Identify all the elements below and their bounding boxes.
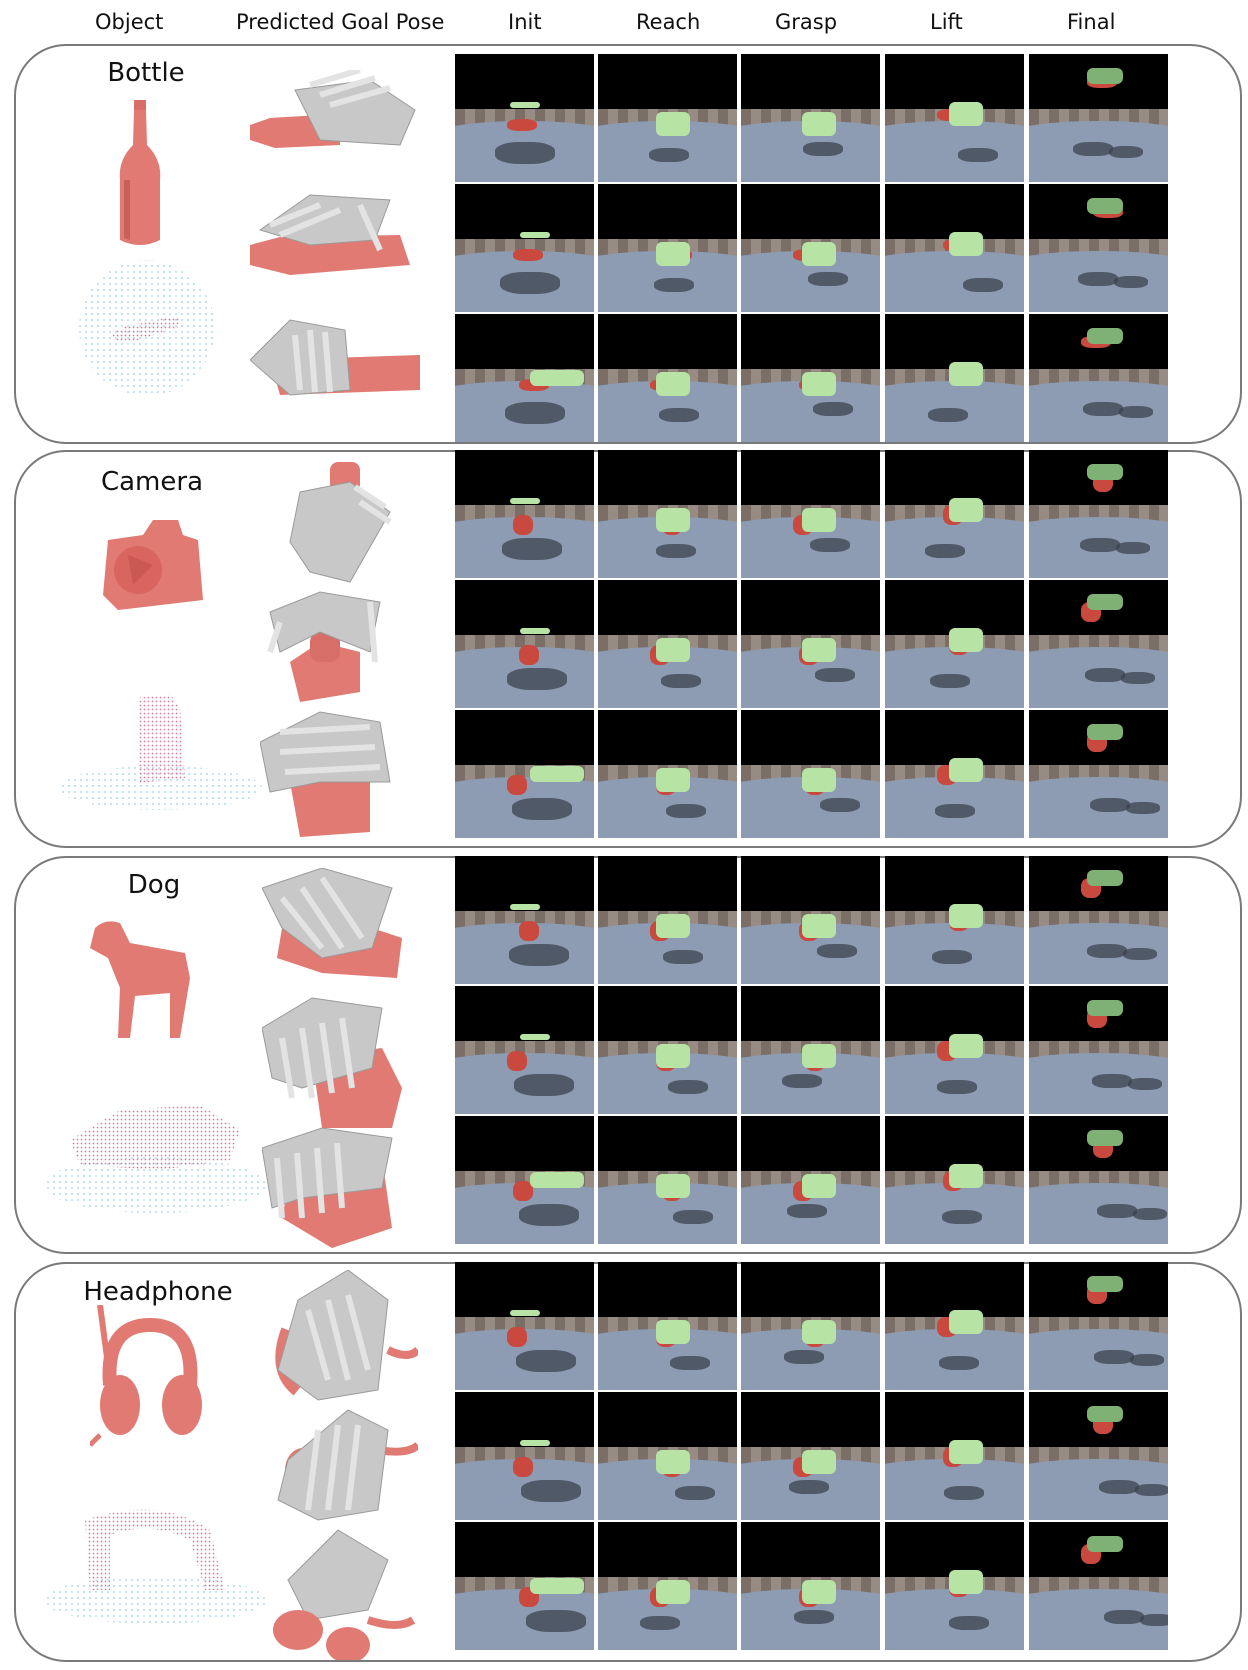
sim-frame-dog-2-lift [885, 986, 1024, 1114]
sim-frame-camera-1-lift [885, 450, 1024, 578]
sim-frame-dog-2-init [455, 986, 594, 1114]
sim-frame-headphone-3-init [455, 1522, 594, 1650]
sim-frame-camera-2-init [455, 580, 594, 708]
sim-frame-dog-3-init [455, 1116, 594, 1244]
camera-goal-pose-icon [260, 462, 392, 837]
sim-frame-camera-1-grasp [741, 450, 880, 578]
sim-frame-headphone-2-grasp [741, 1392, 880, 1520]
column-header-reach: Reach [636, 10, 701, 34]
sim-frame-headphone-2-init [455, 1392, 594, 1520]
column-header-final: Final [1067, 10, 1116, 34]
sim-frame-dog-2-reach [598, 986, 737, 1114]
sim-frame-bottle-1-init [455, 54, 594, 182]
sim-frame-bottle-3-reach [598, 314, 737, 442]
sim-frame-bottle-3-lift [885, 314, 1024, 442]
sim-frame-headphone-1-reach [598, 1262, 737, 1390]
sim-frame-dog-3-lift [885, 1116, 1024, 1244]
dog-point-cloud-icon [43, 1105, 267, 1213]
sim-frame-headphone-3-lift [885, 1522, 1024, 1650]
sim-frame-bottle-2-lift [885, 184, 1024, 312]
sim-frame-camera-1-final [1029, 450, 1168, 578]
headphone-goal-pose-icon [273, 1270, 418, 1660]
object-name-bottle: Bottle [107, 58, 185, 88]
sim-frame-bottle-3-final [1029, 314, 1168, 442]
object-name-headphone: Headphone [83, 1277, 233, 1307]
object-name-dog: Dog [127, 870, 181, 900]
sim-frame-camera-1-init [455, 450, 594, 578]
sim-frame-bottle-1-final [1029, 54, 1168, 182]
sim-frame-bottle-1-lift [885, 54, 1024, 182]
object-name-camera: Camera [100, 467, 204, 497]
sim-frame-bottle-3-grasp [741, 314, 880, 442]
dog-goal-pose-icon [262, 868, 402, 1248]
sim-frame-dog-3-final [1029, 1116, 1168, 1244]
sim-frame-camera-3-reach [598, 710, 737, 838]
column-header-lift: Lift [930, 10, 963, 34]
sim-frame-headphone-3-grasp [741, 1522, 880, 1650]
sim-frame-dog-1-init [455, 856, 594, 984]
column-header-object: Object [95, 10, 164, 34]
sim-frame-bottle-2-init [455, 184, 594, 312]
sim-frame-headphone-1-grasp [741, 1262, 880, 1390]
column-header-grasp: Grasp [775, 10, 838, 34]
sim-frame-camera-3-final [1029, 710, 1168, 838]
sim-frame-camera-3-init [455, 710, 594, 838]
sim-frame-bottle-1-grasp [741, 54, 880, 182]
sim-frame-dog-1-lift [885, 856, 1024, 984]
sim-frame-bottle-2-grasp [741, 184, 880, 312]
sim-frame-camera-2-grasp [741, 580, 880, 708]
sim-frame-camera-3-grasp [741, 710, 880, 838]
sim-frame-bottle-2-reach [598, 184, 737, 312]
sim-frame-dog-2-final [1029, 986, 1168, 1114]
sim-frame-headphone-1-final [1029, 1262, 1168, 1390]
group-bottle [14, 44, 1242, 444]
sim-frame-headphone-2-final [1029, 1392, 1168, 1520]
camera-point-cloud-icon [58, 694, 262, 810]
sim-frame-bottle-3-init [455, 314, 594, 442]
sim-frame-bottle-2-final [1029, 184, 1168, 312]
bottle-mesh-icon [119, 100, 161, 245]
sim-frame-dog-1-final [1029, 856, 1168, 984]
bottle-goal-pose-icon [250, 70, 420, 396]
headphone-mesh-icon [90, 1305, 202, 1447]
sim-frame-dog-1-grasp [741, 856, 880, 984]
sim-frame-camera-3-lift [885, 710, 1024, 838]
sim-frame-headphone-2-lift [885, 1392, 1024, 1520]
sim-frame-headphone-3-final [1029, 1522, 1168, 1650]
sim-frame-dog-1-reach [598, 856, 737, 984]
sim-frame-bottle-1-reach [598, 54, 737, 182]
sim-frame-dog-3-reach [598, 1116, 737, 1244]
sim-frame-dog-3-grasp [741, 1116, 880, 1244]
sim-frame-headphone-1-lift [885, 1262, 1024, 1390]
camera-mesh-icon [103, 520, 203, 610]
sim-frame-camera-2-lift [885, 580, 1024, 708]
dog-mesh-icon [90, 921, 190, 1038]
sim-frame-headphone-2-reach [598, 1392, 737, 1520]
sim-frame-headphone-3-reach [598, 1522, 737, 1650]
column-header-init: Init [508, 10, 542, 34]
sim-frame-dog-2-grasp [741, 986, 880, 1114]
sim-frame-camera-1-reach [598, 450, 737, 578]
bottle-point-cloud-icon [79, 260, 215, 396]
sim-frame-camera-2-reach [598, 580, 737, 708]
sim-frame-headphone-1-init [455, 1262, 594, 1390]
sim-frame-camera-2-final [1029, 580, 1168, 708]
headphone-point-cloud-icon [43, 1509, 267, 1624]
column-header-predicted-goal-pose: Predicted Goal Pose [236, 10, 445, 34]
